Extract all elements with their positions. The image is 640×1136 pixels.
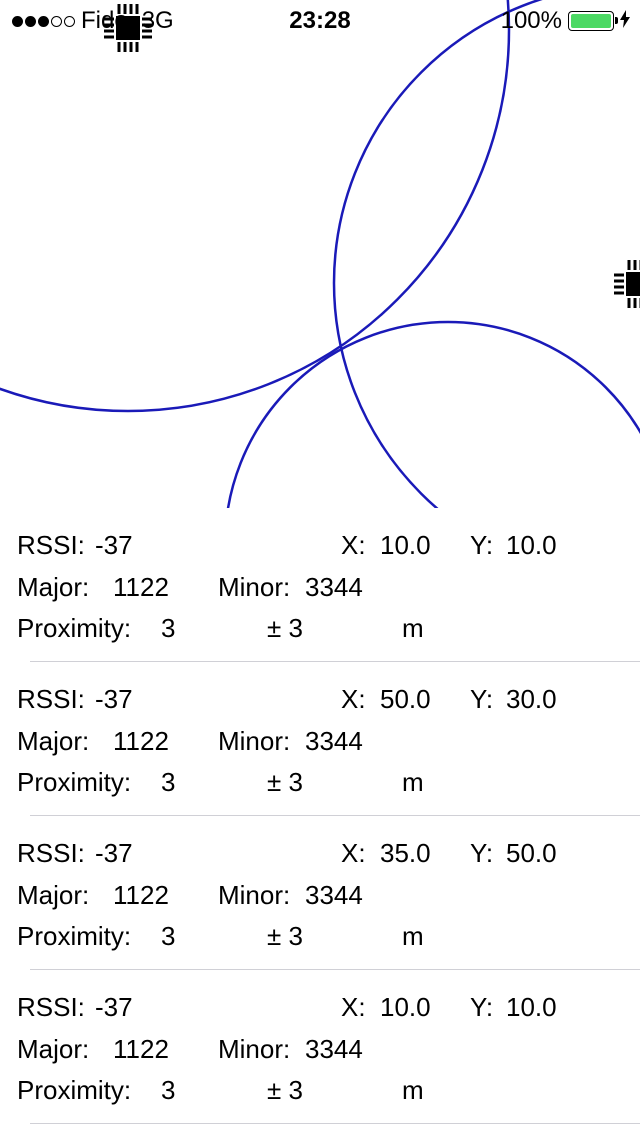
minor-value: 3344 — [305, 1034, 363, 1064]
minor-label: Minor: — [218, 880, 291, 910]
minor-label: Minor: — [218, 1034, 291, 1064]
distance-unit: m — [402, 767, 424, 797]
signal-dot — [12, 15, 23, 27]
cell-separator — [30, 661, 640, 662]
beacon-cell[interactable]: RSSI: -37 X: 10.0 Y: 10.0 Major: 1122 Mi… — [0, 508, 640, 662]
major-value: 1122 — [113, 880, 169, 910]
cell-separator — [30, 815, 640, 816]
battery-level — [571, 14, 611, 28]
x-value: 10.0 — [380, 992, 431, 1022]
x-value: 50.0 — [380, 684, 431, 714]
y-label: Y: — [470, 530, 494, 560]
signal-dot — [38, 15, 49, 27]
range-circles — [0, 0, 640, 508]
signal-dot — [64, 15, 75, 27]
x-label: X: — [341, 530, 366, 560]
y-value: 10.0 — [506, 530, 557, 560]
beacon-cell[interactable]: RSSI: -37 X: 50.0 Y: 30.0 Major: 1122 Mi… — [0, 662, 640, 816]
major-label: Major: — [17, 726, 90, 756]
distance-unit: m — [402, 1075, 424, 1105]
major-label: Major: — [17, 572, 90, 602]
major-label: Major: — [17, 1034, 90, 1064]
status-bar: Fido 3G 23:28 100% — [0, 0, 640, 40]
x-label: X: — [341, 838, 366, 868]
rssi-value: -37 — [95, 838, 133, 868]
major-value: 1122 — [113, 1034, 169, 1064]
distance-unit: m — [402, 613, 424, 643]
x-value: 35.0 — [380, 838, 431, 868]
accuracy-value: ± 3 — [267, 921, 303, 951]
proximity-label: Proximity: — [17, 921, 132, 951]
minor-value: 3344 — [305, 572, 363, 602]
rssi-label: RSSI: — [17, 530, 85, 560]
y-label: Y: — [470, 992, 494, 1022]
major-label: Major: — [17, 880, 90, 910]
x-label: X: — [341, 992, 366, 1022]
rssi-label: RSSI: — [17, 838, 85, 868]
minor-label: Minor: — [218, 572, 291, 602]
beacon-cell[interactable]: RSSI: -37 X: 35.0 Y: 50.0 Major: 1122 Mi… — [0, 816, 640, 970]
y-value: 50.0 — [506, 838, 557, 868]
rssi-value: -37 — [95, 530, 133, 560]
range-circle-2 — [332, 0, 543, 508]
minor-value: 3344 — [305, 726, 363, 756]
proximity-label: Proximity: — [17, 767, 132, 797]
x-value: 10.0 — [380, 530, 431, 560]
y-value: 10.0 — [506, 992, 557, 1022]
battery-status: 100% — [501, 7, 630, 35]
clock: 23:28 — [289, 7, 351, 34]
signal-dot — [25, 15, 36, 27]
beacon-marker-2[interactable] — [614, 260, 640, 308]
distance-unit: m — [402, 921, 424, 951]
x-label: X: — [341, 684, 366, 714]
proximity-value: 3 — [161, 767, 176, 797]
network-type: 3G — [141, 7, 174, 34]
proximity-label: Proximity: — [17, 1075, 132, 1105]
beacon-list: RSSI: -37 X: 10.0 Y: 10.0 Major: 1122 Mi… — [0, 508, 640, 1124]
cell-separator — [30, 1123, 640, 1124]
accuracy-value: ± 3 — [267, 1075, 303, 1105]
minor-label: Minor: — [218, 726, 291, 756]
signal-dot — [51, 15, 62, 27]
range-circle-3 — [226, 320, 640, 508]
carrier-name: Fido — [81, 7, 128, 34]
chip-icon — [104, 4, 152, 52]
y-label: Y: — [470, 684, 494, 714]
proximity-value: 3 — [161, 613, 176, 643]
beacon-marker-1[interactable] — [104, 4, 152, 52]
major-value: 1122 — [113, 572, 169, 602]
accuracy-value: ± 3 — [267, 613, 303, 643]
proximity-value: 3 — [161, 1075, 176, 1105]
minor-value: 3344 — [305, 880, 363, 910]
major-value: 1122 — [113, 726, 169, 756]
rssi-label: RSSI: — [17, 992, 85, 1022]
y-value: 30.0 — [506, 684, 557, 714]
battery-icon — [568, 11, 618, 31]
beacon-map — [0, 0, 640, 508]
rssi-label: RSSI: — [17, 684, 85, 714]
accuracy-value: ± 3 — [267, 767, 303, 797]
bolt-icon — [620, 9, 630, 33]
rssi-value: -37 — [95, 684, 133, 714]
range-circle-1 — [0, 0, 511, 413]
proximity-value: 3 — [161, 921, 176, 951]
cellular-signal: Fido 3G — [12, 7, 174, 35]
battery-percent: 100% — [500, 7, 562, 34]
rssi-value: -37 — [95, 992, 133, 1022]
chip-icon — [614, 260, 640, 308]
proximity-label: Proximity: — [17, 613, 132, 643]
beacon-cell[interactable]: RSSI: -37 X: 10.0 Y: 10.0 Major: 1122 Mi… — [0, 970, 640, 1124]
y-label: Y: — [470, 838, 494, 868]
cell-separator — [30, 969, 640, 970]
